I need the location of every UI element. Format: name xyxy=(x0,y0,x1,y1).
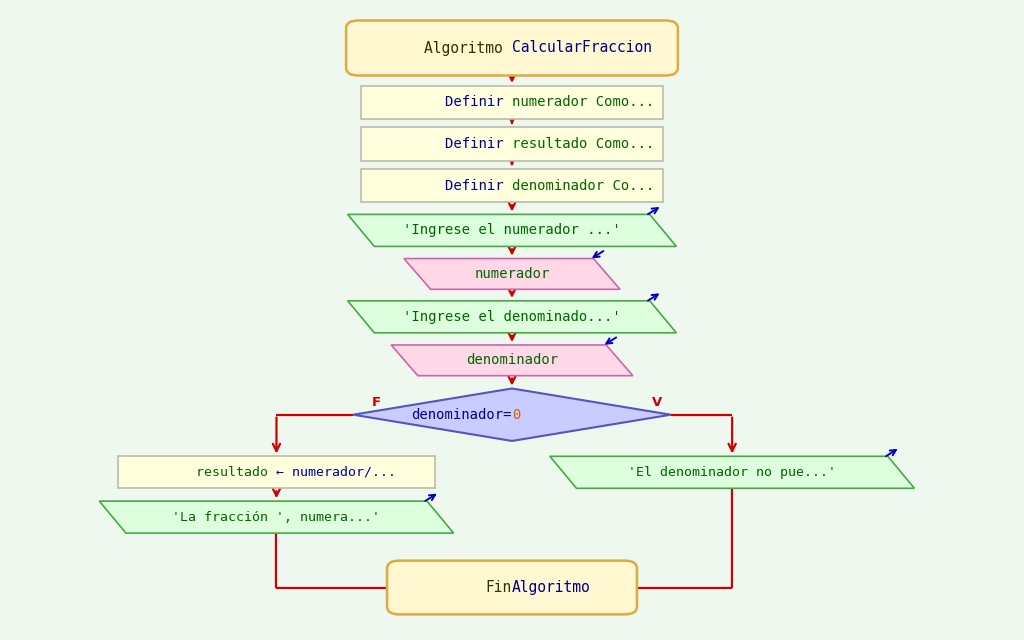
Text: 0: 0 xyxy=(512,408,520,422)
Text: 'Ingrese el denominado...': 'Ingrese el denominado...' xyxy=(403,310,621,324)
Text: denominador Co...: denominador Co... xyxy=(512,179,654,193)
Text: Definir: Definir xyxy=(445,95,512,109)
Text: Definir: Definir xyxy=(445,179,512,193)
FancyBboxPatch shape xyxy=(346,20,678,76)
Polygon shape xyxy=(348,214,676,246)
Text: resultado Como...: resultado Como... xyxy=(512,137,654,151)
Text: resultado: resultado xyxy=(197,466,276,479)
Polygon shape xyxy=(99,501,454,533)
Text: Algoritmo: Algoritmo xyxy=(425,40,512,56)
Text: 'El denominador no pue...': 'El denominador no pue...' xyxy=(628,466,837,479)
Text: Definir: Definir xyxy=(445,137,512,151)
Text: denominador: denominador xyxy=(466,353,558,367)
Text: numerador: numerador xyxy=(474,267,550,281)
Text: CalcularFraccion: CalcularFraccion xyxy=(512,40,652,56)
Text: 'Ingrese el numerador ...': 'Ingrese el numerador ...' xyxy=(403,223,621,237)
Text: F: F xyxy=(372,396,381,410)
FancyBboxPatch shape xyxy=(118,456,435,488)
Text: Algoritmo: Algoritmo xyxy=(512,580,591,595)
Text: denominador=: denominador= xyxy=(412,408,512,422)
FancyBboxPatch shape xyxy=(361,169,664,202)
Text: 'La fracción ', numera...': 'La fracción ', numera...' xyxy=(172,511,381,524)
Text: ← numerador/...: ← numerador/... xyxy=(276,466,396,479)
Polygon shape xyxy=(550,456,914,488)
Polygon shape xyxy=(348,301,676,333)
Text: Fin: Fin xyxy=(485,580,512,595)
FancyBboxPatch shape xyxy=(387,561,637,614)
FancyBboxPatch shape xyxy=(361,86,664,119)
Polygon shape xyxy=(391,345,633,376)
FancyBboxPatch shape xyxy=(361,127,664,161)
Polygon shape xyxy=(403,259,621,289)
Text: numerador Como...: numerador Como... xyxy=(512,95,654,109)
Polygon shape xyxy=(353,388,671,441)
Text: V: V xyxy=(652,396,663,410)
